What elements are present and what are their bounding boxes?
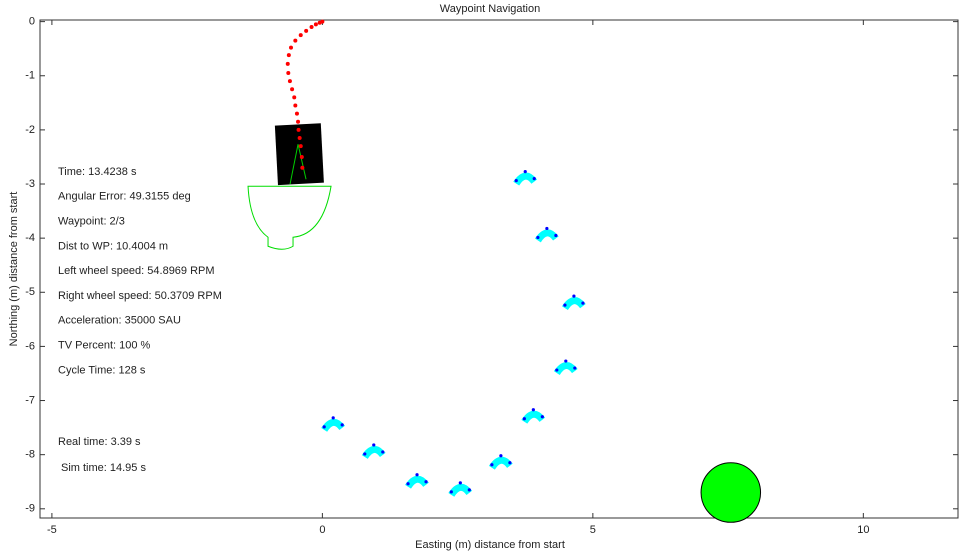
y-tick-label: -6	[25, 340, 35, 352]
path-point	[304, 29, 308, 33]
obstacle-point	[523, 417, 526, 420]
obstacle-point	[536, 236, 539, 239]
obstacle-point	[545, 227, 548, 230]
obstacle-point	[572, 295, 575, 298]
path-point	[299, 144, 303, 148]
annotation: Acceleration: 35000 SAU	[58, 315, 181, 327]
chart: Waypoint Navigation Easting (m) distance…	[0, 0, 961, 553]
annotation: Sim time: 14.95 s	[61, 462, 146, 474]
obstacle-point	[524, 170, 527, 173]
obstacle-point	[450, 490, 453, 493]
annotation: Waypoint: 2/3	[58, 216, 125, 228]
annotation: Time: 13.4238 s	[58, 166, 137, 178]
obstacle-point	[532, 408, 535, 411]
path-point	[287, 53, 291, 57]
y-tick-label: 0	[29, 16, 35, 28]
annotation: Right wheel speed: 50.3709 RPM	[58, 290, 222, 302]
path-point	[288, 79, 292, 83]
obstacle-point	[499, 454, 502, 457]
obstacle-point	[363, 452, 366, 455]
y-tick-label: -2	[25, 124, 35, 136]
obstacle-point	[341, 423, 344, 426]
obstacle-point	[563, 304, 566, 307]
y-tick-label: -7	[25, 394, 35, 406]
y-axis-label: Northing (m) distance from start	[8, 192, 20, 347]
obstacle-point	[508, 461, 511, 464]
path-point	[290, 87, 294, 91]
path-point	[310, 25, 314, 29]
robot-body	[275, 123, 324, 185]
goal	[701, 463, 761, 523]
x-tick-label: 0	[319, 524, 325, 536]
y-tick-label: -5	[25, 286, 35, 298]
obstacle-point	[372, 443, 375, 446]
path-point	[297, 128, 301, 132]
x-tick-label: 5	[590, 524, 596, 536]
obstacle-point	[554, 234, 557, 237]
annotation: Real time: 3.39 s	[58, 436, 141, 448]
y-tick-label: -9	[25, 503, 35, 515]
path-point	[318, 21, 322, 25]
x-tick-label: 10	[857, 524, 869, 536]
path-point	[296, 120, 300, 124]
obstacle-point	[541, 415, 544, 418]
y-tick-label: -8	[25, 449, 35, 461]
obstacle-point	[490, 463, 493, 466]
path-point	[300, 166, 304, 170]
path-point	[314, 22, 318, 26]
obstacle-point	[323, 425, 326, 428]
annotation: TV Percent: 100 %	[58, 340, 151, 352]
chart-title: Waypoint Navigation	[440, 3, 540, 15]
obstacle-point	[406, 482, 409, 485]
obstacle-point	[415, 473, 418, 476]
path-point	[295, 112, 299, 116]
obstacle-point	[573, 366, 576, 369]
y-tick-label: -1	[25, 70, 35, 82]
obstacle-point	[555, 368, 558, 371]
obstacle-point	[381, 450, 384, 453]
obstacle-point	[459, 481, 462, 484]
y-tick-label: -4	[25, 232, 35, 244]
obstacle-point	[468, 488, 471, 491]
annotation: Angular Error: 49.3155 deg	[58, 191, 191, 203]
path-point	[298, 136, 302, 140]
path-point	[292, 95, 296, 99]
annotation: Cycle Time: 128 s	[58, 364, 146, 376]
obstacle-point	[515, 179, 518, 182]
path-point	[293, 104, 297, 108]
path-point	[286, 71, 290, 75]
obstacle-point	[564, 359, 567, 362]
path-point	[293, 39, 297, 43]
obstacle-point	[424, 480, 427, 483]
obstacle-point	[332, 416, 335, 419]
path-point	[299, 33, 303, 37]
obstacle-point	[533, 177, 536, 180]
path-point	[289, 46, 293, 50]
y-tick-label: -3	[25, 178, 35, 190]
path-point	[286, 62, 290, 66]
path-point	[300, 155, 304, 159]
annotation: Left wheel speed: 54.8969 RPM	[58, 265, 215, 277]
obstacle-point	[581, 302, 584, 305]
annotation: Dist to WP: 10.4004 m	[58, 240, 168, 252]
x-axis-label: Easting (m) distance from start	[415, 539, 565, 551]
x-tick-label: -5	[47, 524, 57, 536]
